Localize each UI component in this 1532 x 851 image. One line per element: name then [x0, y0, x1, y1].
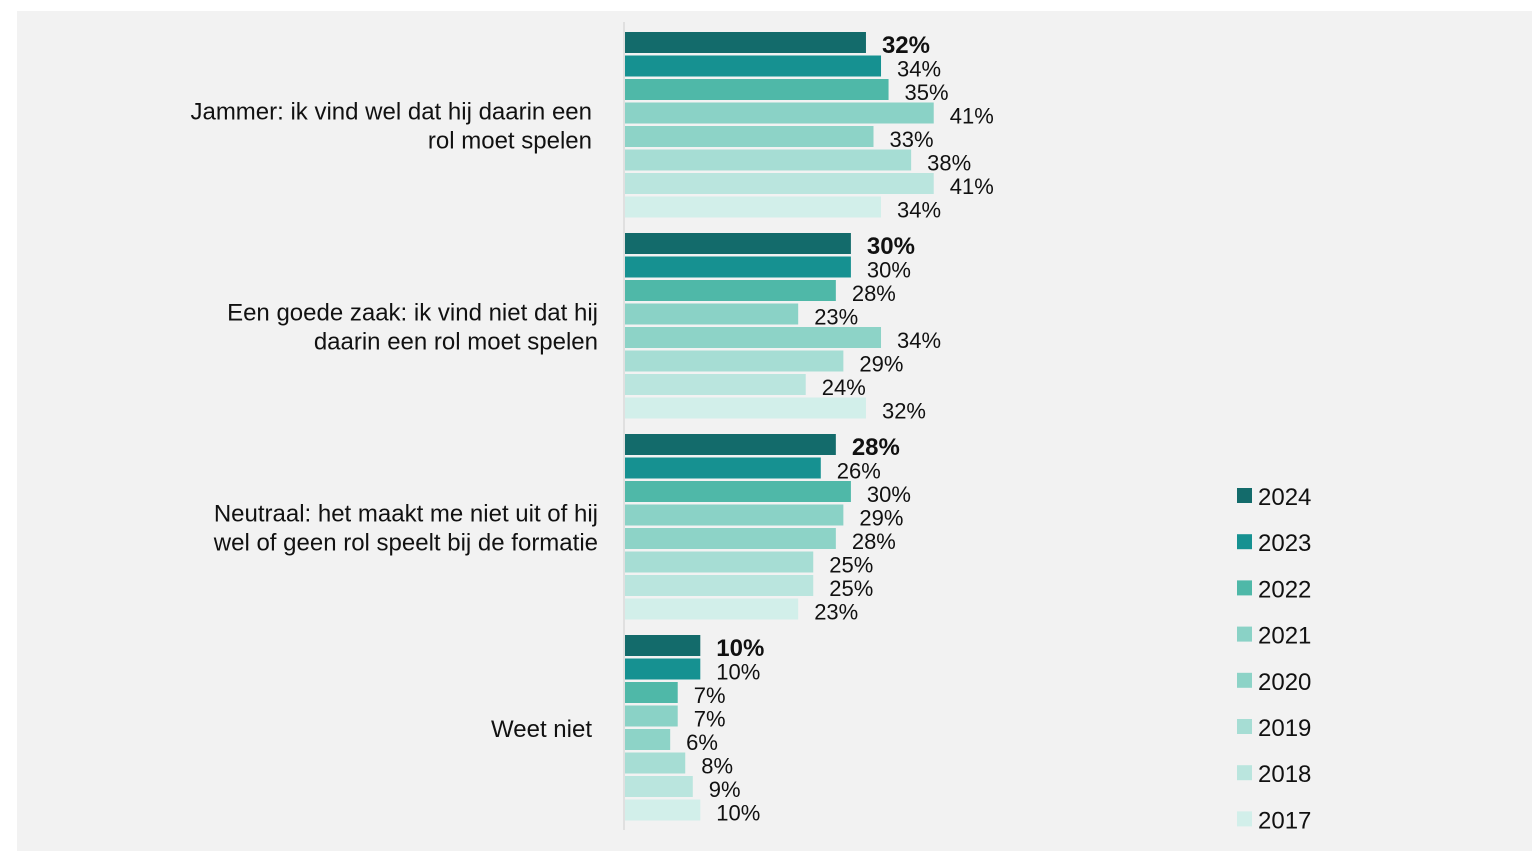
category-label-1: Jammer: ik vind wel dat hij daarin een ro… [190, 99, 592, 155]
value-label-2022-cat1: 35% [905, 80, 949, 105]
bar-2024-cat3 [625, 434, 836, 455]
bar-2020-cat1 [625, 126, 874, 147]
value-label-2024-cat4: 10% [716, 635, 764, 662]
bar-2022-cat4 [625, 682, 678, 703]
bar-2023-cat2 [625, 256, 851, 278]
value-label-2024-cat2: 30% [867, 233, 915, 260]
bar-2019-cat2 [625, 350, 844, 372]
bar-2017-cat4 [625, 799, 701, 821]
category-label-line: wel of geen rol speelt bij de formatie [213, 530, 598, 557]
category-labels-layer: Jammer: ik vind wel dat hij daarin een ro… [190, 99, 598, 744]
value-label-2020-cat2: 34% [897, 328, 941, 353]
bar-2017-cat2 [625, 397, 866, 419]
bar-2023-cat4 [625, 658, 701, 680]
legend-label-2020: 2020 [1258, 669, 1311, 696]
legend-swatch-2023 [1237, 534, 1252, 550]
value-label-2024-cat3: 28% [852, 434, 900, 461]
bar-2024-cat2 [625, 233, 851, 254]
legend-label-2021: 2021 [1258, 623, 1311, 650]
value-label-2019-cat3: 25% [829, 553, 873, 578]
legend: 2024 2023 2022 2021 2020 2019 2018 2017 [1237, 484, 1311, 834]
category-label-2: Een goede zaak: ik vind niet dat hij daar… [227, 300, 598, 356]
bar-2022-cat2 [625, 280, 836, 301]
value-label-2018-cat3: 25% [829, 576, 873, 601]
value-label-2023-cat3: 26% [837, 459, 881, 484]
bar-2022-cat3 [625, 481, 851, 502]
legend-label-2018: 2018 [1258, 761, 1311, 788]
value-label-2019-cat2: 29% [859, 352, 903, 377]
bar-2018-cat2 [625, 374, 806, 395]
legend-swatch-2018 [1237, 765, 1252, 781]
legend-swatch-2017 [1237, 811, 1252, 827]
bar-2017-cat3 [625, 598, 799, 620]
value-label-2022-cat2: 28% [852, 281, 896, 306]
value-label-2017-cat4: 10% [716, 801, 760, 826]
value-label-2022-cat4: 7% [694, 683, 726, 708]
bars-layer [625, 32, 934, 821]
value-labels-layer: 32%34%35%41%33%38%41%34%30%30%28%23%34%2… [686, 32, 994, 826]
value-label-2018-cat4: 9% [709, 777, 741, 802]
value-label-2021-cat1: 41% [950, 104, 994, 129]
category-label-line: rol moet spelen [428, 128, 592, 155]
bar-2020-cat4 [625, 729, 671, 750]
value-label-2017-cat2: 32% [882, 399, 926, 424]
legend-label-2017: 2017 [1258, 807, 1311, 834]
bar-2019-cat3 [625, 551, 814, 573]
legend-swatch-2022 [1237, 580, 1252, 596]
bar-2018-cat3 [625, 575, 814, 596]
bar-2021-cat4 [625, 705, 678, 727]
value-label-2023-cat1: 34% [897, 57, 941, 82]
value-label-2023-cat2: 30% [867, 258, 911, 283]
value-label-2018-cat2: 24% [822, 375, 866, 400]
bar-2023-cat1 [625, 55, 882, 77]
bar-2020-cat2 [625, 327, 882, 348]
bar-2022-cat1 [625, 79, 889, 100]
bar-2021-cat3 [625, 504, 844, 526]
category-label-line: daarin een rol moet spelen [314, 329, 598, 356]
bar-2021-cat2 [625, 303, 799, 325]
legend-label-2019: 2019 [1258, 715, 1311, 742]
bar-2019-cat1 [625, 149, 912, 171]
value-label-2017-cat1: 34% [897, 198, 941, 223]
bar-2018-cat1 [625, 173, 934, 194]
bar-2018-cat4 [625, 776, 693, 797]
category-label-line: Weet niet [491, 716, 592, 743]
value-label-2020-cat1: 33% [889, 127, 933, 152]
value-label-2017-cat3: 23% [814, 600, 858, 625]
category-label-3: Neutraal: het maakt me niet uit of hij we… [213, 501, 598, 557]
value-label-2023-cat4: 10% [716, 660, 760, 685]
bar-2024-cat4 [625, 635, 701, 656]
bar-2020-cat3 [625, 528, 836, 549]
value-label-2018-cat1: 41% [950, 174, 994, 199]
legend-swatch-2021 [1237, 626, 1252, 642]
value-label-2020-cat4: 6% [686, 730, 718, 755]
value-label-2021-cat4: 7% [694, 707, 726, 732]
value-label-2019-cat1: 38% [927, 151, 971, 176]
value-label-2022-cat3: 30% [867, 482, 911, 507]
category-label-line: Neutraal: het maakt me niet uit of hij [214, 501, 598, 528]
bar-2017-cat1 [625, 196, 882, 218]
legend-label-2024: 2024 [1258, 484, 1311, 511]
legend-label-2023: 2023 [1258, 530, 1311, 557]
value-label-2021-cat2: 23% [814, 305, 858, 330]
category-label-4: Weet niet [491, 716, 592, 743]
legend-swatch-2019 [1237, 719, 1252, 734]
value-label-2020-cat3: 28% [852, 529, 896, 554]
legend-swatch-2024 [1237, 488, 1252, 503]
value-label-2019-cat4: 8% [701, 754, 733, 779]
bar-2024-cat1 [625, 32, 866, 53]
bar-2019-cat4 [625, 752, 686, 774]
value-label-2021-cat3: 29% [859, 506, 903, 531]
value-label-2024-cat1: 32% [882, 32, 930, 59]
bar-2021-cat1 [625, 102, 934, 124]
legend-label-2022: 2022 [1258, 576, 1311, 603]
bar-2023-cat3 [625, 457, 821, 479]
category-label-line: Een goede zaak: ik vind niet dat hij [227, 300, 598, 327]
legend-swatch-2020 [1237, 672, 1252, 688]
category-label-line: Jammer: ik vind wel dat hij daarin een [190, 99, 592, 126]
